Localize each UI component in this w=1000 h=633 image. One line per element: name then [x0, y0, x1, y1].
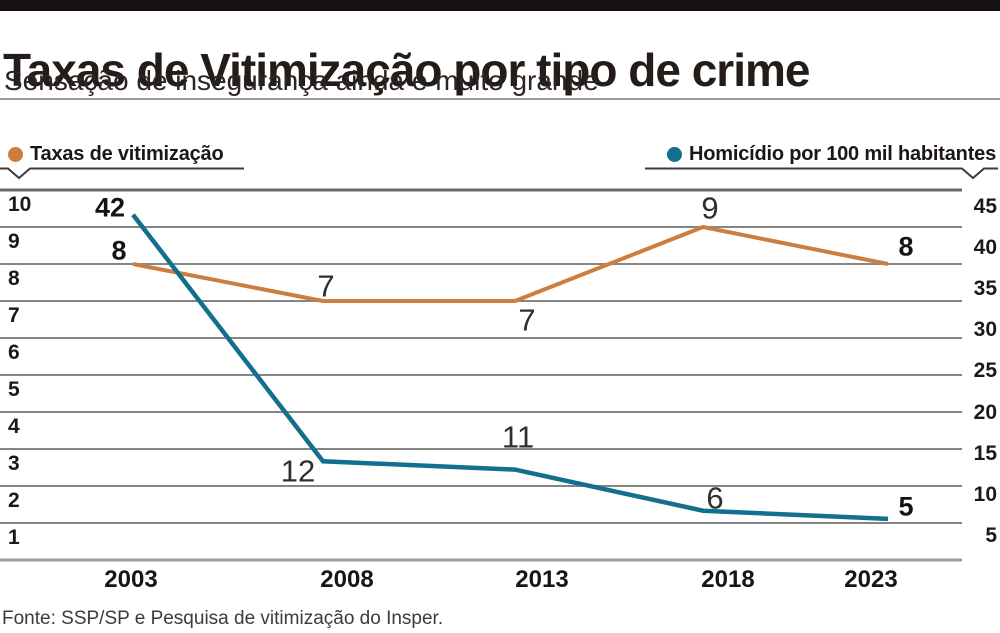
teal-dot-icon: [667, 146, 682, 162]
data-label: 42: [94, 192, 126, 223]
data-label: 5: [898, 491, 914, 522]
right-axis-tick: 35: [973, 277, 997, 301]
top-black-bar: [0, 0, 1000, 11]
right-axis-tick: 5: [985, 523, 997, 547]
right-axis-tick: 20: [973, 400, 997, 424]
data-label: 9: [701, 190, 719, 226]
right-axis-tick: 45: [973, 195, 997, 218]
data-label: 8: [898, 231, 914, 262]
legend-right-underline-notch: [645, 167, 998, 180]
legend-left-underline-notch: [0, 167, 244, 180]
year-label: 2018: [701, 566, 755, 593]
legend-vitimizacao: Taxas de vitimização: [8, 141, 224, 167]
series-line-homicidio: [131, 213, 889, 522]
right-axis-tick: 25: [973, 359, 997, 383]
right-axis-tick: 15: [973, 441, 997, 465]
left-axis-tick: 10: [8, 193, 32, 216]
data-label: 7: [518, 302, 536, 338]
left-axis-tick: 6: [8, 341, 20, 364]
data-label: 11: [501, 419, 535, 455]
data-label: 8: [111, 235, 127, 266]
data-label: 12: [280, 453, 316, 489]
left-axis-tick: 2: [8, 489, 20, 512]
source-note: Fonte: SSP/SP e Pesquisa de vitimização …: [2, 608, 444, 629]
orange-dot-icon: [8, 146, 23, 162]
left-axis-tick: 8: [8, 267, 20, 290]
page-title: Taxas de Vitimização por tipo de crime: [3, 43, 810, 96]
year-label: 2008: [320, 566, 374, 593]
year-label: 2013: [515, 566, 569, 593]
left-axis-tick: 3: [8, 452, 20, 475]
year-label: 2003: [104, 566, 158, 593]
left-axis-tick: 5: [8, 378, 20, 401]
header-divider: [0, 98, 1000, 100]
legend-homicidio-label: Homicídio por 100 mil habitantes: [689, 142, 996, 165]
left-axis-tick: 4: [8, 415, 20, 438]
legend-vitimizacao-label: Taxas de vitimização: [30, 142, 224, 165]
left-axis-tick: 7: [8, 304, 20, 327]
series-line-vitimizacao: [132, 224, 889, 303]
year-label: 2023: [844, 566, 898, 593]
right-axis-tick: 40: [973, 236, 997, 260]
data-label: 6: [706, 480, 724, 516]
left-axis-tick: 9: [8, 230, 20, 253]
page-subtitle: Sensação de insegurança ainda é muito gr…: [4, 65, 599, 96]
data-label: 7: [317, 268, 335, 304]
right-axis-tick: 30: [973, 318, 997, 342]
legend-homicidio: Homicídio por 100 mil habitantes: [667, 141, 996, 167]
right-axis-tick: 10: [973, 482, 997, 506]
left-axis-tick: 1: [8, 526, 20, 549]
